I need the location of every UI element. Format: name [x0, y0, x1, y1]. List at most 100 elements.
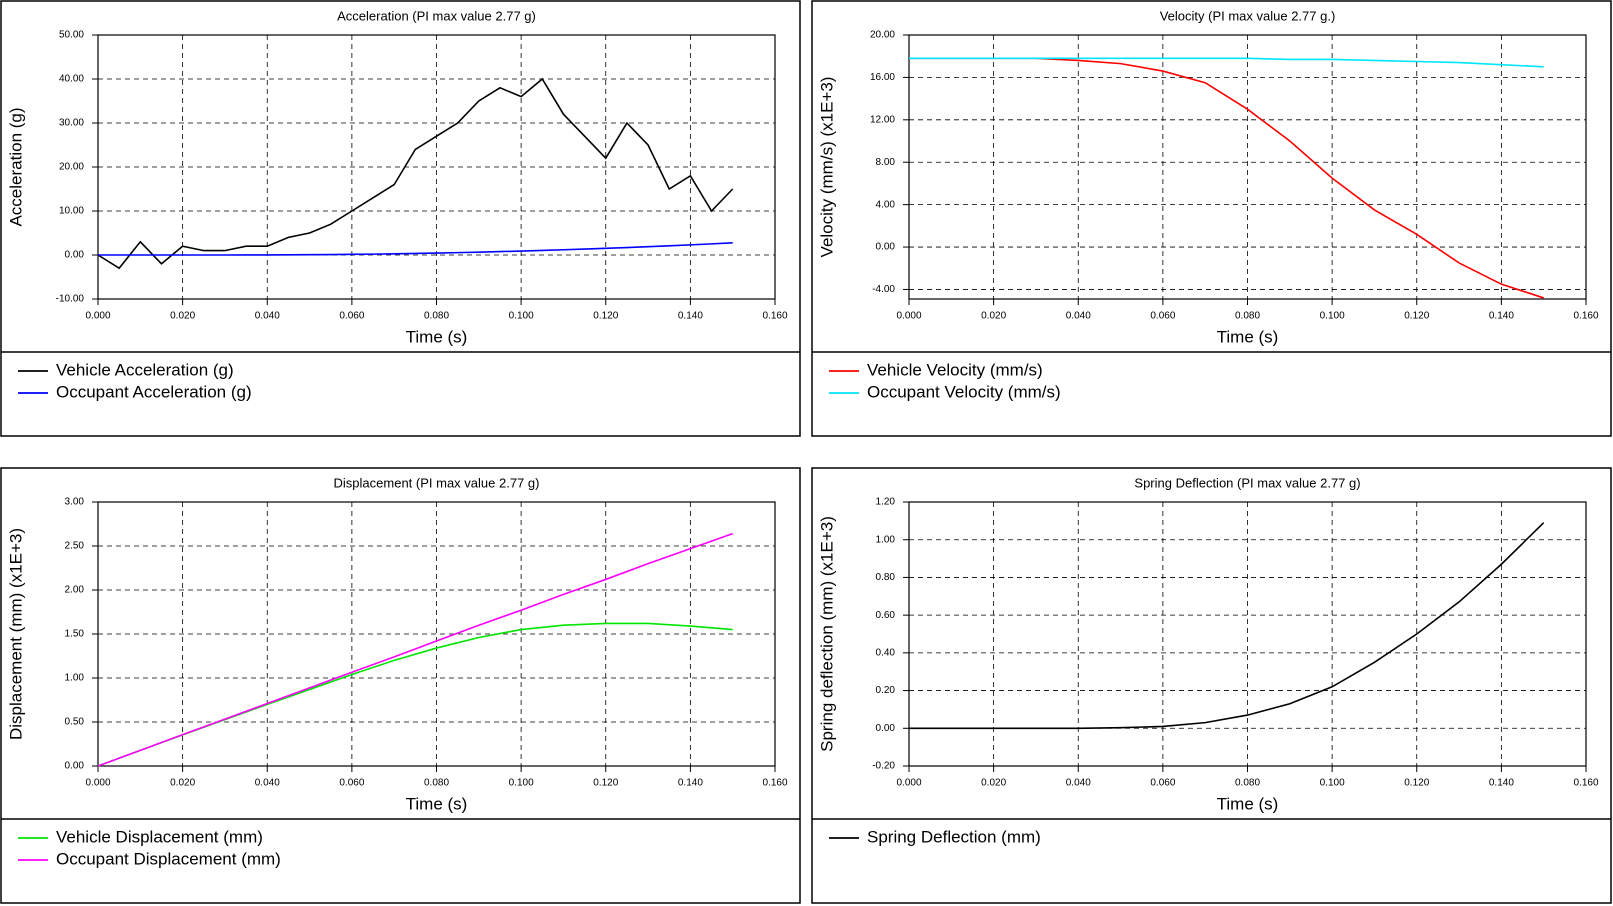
plot-border [908, 501, 1587, 767]
legend-label: Occupant Acceleration (g) [56, 382, 252, 401]
y-tick-label: -10.00 [56, 294, 85, 305]
plot-border [97, 501, 776, 767]
x-tick-label: 0.100 [1320, 778, 1345, 789]
y-tick-label: 4.00 [876, 199, 896, 210]
x-tick-label: 0.080 [424, 311, 449, 322]
y-tick-label: 20.00 [870, 30, 895, 41]
y-tick-label: 0.50 [65, 717, 85, 728]
y-tick-label: 8.00 [876, 157, 896, 168]
x-tick-label: 0.000 [896, 778, 921, 789]
x-axis-label: Time (s) [406, 327, 468, 346]
chart-panel: Velocity (PI max value 2.77 g.) Time (s) V… [811, 0, 1612, 437]
x-tick-label: 0.060 [339, 311, 364, 322]
y-tick-label: 50.00 [59, 30, 84, 41]
panel-border [811, 0, 1612, 437]
y-tick-label: 30.00 [59, 118, 84, 129]
x-tick-label: 0.020 [981, 311, 1006, 322]
x-tick-label: 0.060 [339, 778, 364, 789]
x-tick-label: 0.140 [1489, 778, 1514, 789]
y-tick-label: 0.60 [876, 610, 896, 621]
x-tick-label: 0.000 [896, 311, 921, 322]
y-tick-label: 10.00 [59, 206, 84, 217]
x-tick-label: 0.040 [255, 311, 280, 322]
chart-panel: Spring Deflection (PI max value 2.77 g) T… [811, 467, 1612, 904]
x-tick-label: 0.020 [170, 311, 195, 322]
y-tick-label: 3.00 [65, 497, 85, 508]
chart-title: Spring Deflection (PI max value 2.77 g) [1134, 475, 1360, 490]
legend-label: Occupant Displacement (mm) [56, 849, 281, 868]
x-tick-label: 0.160 [762, 778, 787, 789]
y-tick-label: 0.40 [876, 647, 896, 658]
y-tick-label: 20.00 [59, 162, 84, 173]
y-tick-label: 0.00 [65, 250, 85, 261]
panel-border [811, 467, 1612, 904]
y-axis-label: Velocity (mm/s) (x1E+3) [817, 77, 836, 258]
panel-border [0, 467, 801, 904]
x-tick-label: 0.060 [1150, 311, 1175, 322]
legend-label: Occupant Velocity (mm/s) [867, 382, 1061, 401]
y-axis-label: Displacement (mm) (x1E+3) [6, 528, 25, 740]
x-tick-label: 0.140 [678, 778, 703, 789]
data-line [909, 522, 1545, 730]
y-tick-label: 1.00 [876, 534, 896, 545]
x-tick-label: 0.160 [762, 311, 787, 322]
x-axis-label: Time (s) [1217, 794, 1279, 813]
x-tick-label: 0.120 [593, 311, 618, 322]
x-tick-label: 0.040 [1066, 311, 1091, 322]
y-tick-label: 0.80 [876, 572, 896, 583]
x-tick-label: 0.080 [424, 778, 449, 789]
data-line [98, 242, 733, 256]
y-tick-label: 40.00 [59, 74, 84, 85]
panel-border [0, 0, 801, 437]
x-tick-label: 0.080 [1235, 778, 1260, 789]
x-tick-label: 0.120 [1404, 311, 1429, 322]
data-line [97, 77, 734, 270]
x-tick-label: 0.140 [1489, 311, 1514, 322]
x-tick-label: 0.040 [1066, 778, 1091, 789]
x-axis-label: Time (s) [406, 794, 468, 813]
x-tick-label: 0.120 [1404, 778, 1429, 789]
x-tick-label: 0.100 [509, 778, 534, 789]
x-tick-label: 0.000 [85, 311, 110, 322]
x-tick-label: 0.020 [170, 778, 195, 789]
y-tick-label: 2.00 [65, 585, 85, 596]
data-line [909, 57, 1544, 68]
y-tick-label: 2.50 [65, 541, 85, 552]
y-tick-label: 12.00 [870, 114, 895, 125]
x-tick-label: 0.160 [1573, 778, 1598, 789]
y-tick-label: 0.00 [65, 761, 85, 772]
x-tick-label: 0.020 [981, 778, 1006, 789]
y-tick-label: 1.20 [876, 497, 896, 508]
x-tick-label: 0.120 [593, 778, 618, 789]
y-tick-label: -0.20 [872, 761, 895, 772]
x-tick-label: 0.100 [509, 311, 534, 322]
x-tick-label: 0.040 [255, 778, 280, 789]
legend-label: Spring Deflection (mm) [867, 827, 1041, 846]
x-tick-label: 0.160 [1573, 311, 1598, 322]
x-axis-label: Time (s) [1217, 327, 1279, 346]
chart-panel: Displacement (PI max value 2.77 g) Time (… [0, 467, 801, 904]
legend-label: Vehicle Velocity (mm/s) [867, 360, 1043, 379]
y-tick-label: 0.00 [876, 242, 896, 253]
y-tick-label: 16.00 [870, 72, 895, 83]
chart-title: Displacement (PI max value 2.77 g) [334, 475, 540, 490]
y-axis-label: Spring deflection (mm) (x1E+3) [817, 516, 836, 752]
chart-title: Acceleration (PI max value 2.77 g) [337, 8, 536, 23]
y-tick-label: 0.20 [876, 685, 896, 696]
y-tick-label: 1.50 [65, 629, 85, 640]
y-tick-label: -4.00 [872, 284, 895, 295]
legend-label: Vehicle Displacement (mm) [56, 827, 263, 846]
chart-panel: Acceleration (PI max value 2.77 g) Time (… [0, 0, 801, 437]
y-axis-label: Acceleration (g) [6, 107, 25, 226]
x-tick-label: 0.000 [85, 778, 110, 789]
x-tick-label: 0.100 [1320, 311, 1345, 322]
y-tick-label: 0.00 [876, 723, 896, 734]
y-tick-label: 1.00 [65, 673, 85, 684]
data-line [97, 532, 733, 767]
chart-title: Velocity (PI max value 2.77 g.) [1160, 8, 1336, 23]
x-tick-label: 0.080 [1235, 311, 1260, 322]
x-tick-label: 0.060 [1150, 778, 1175, 789]
plot-border [97, 34, 776, 300]
